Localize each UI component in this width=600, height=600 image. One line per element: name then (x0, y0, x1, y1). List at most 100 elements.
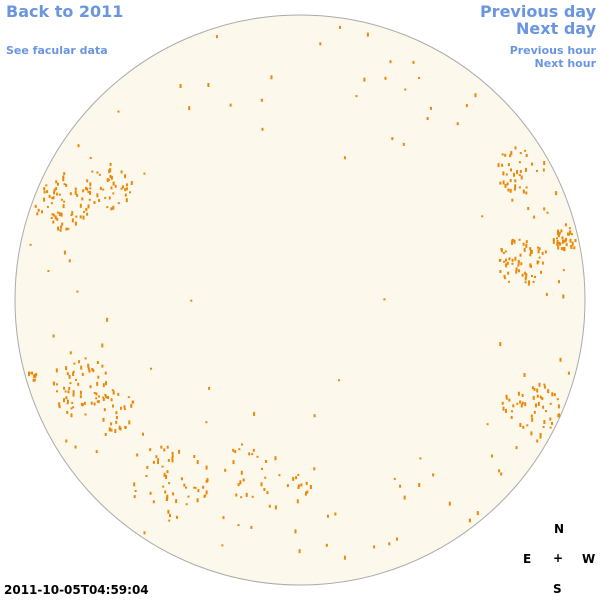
facula (62, 204, 65, 209)
facula (543, 385, 546, 389)
facula (274, 456, 277, 461)
facula (134, 490, 137, 492)
facula (565, 223, 567, 227)
facula (298, 484, 301, 488)
facula (531, 386, 534, 390)
facula (34, 204, 37, 208)
facula (106, 317, 109, 322)
facula (73, 362, 76, 365)
previous-hour-link[interactable]: Previous hour (509, 44, 596, 57)
facula (79, 390, 82, 395)
facula (68, 374, 71, 379)
facula (79, 203, 82, 208)
facula (500, 248, 503, 253)
facular-link[interactable]: See facular data (6, 44, 108, 57)
facula (298, 549, 301, 554)
previous-day-link[interactable]: Previous day (479, 2, 596, 21)
facula (63, 172, 66, 176)
facula (524, 149, 527, 152)
facula (98, 199, 101, 202)
facula (85, 188, 88, 190)
facula (542, 168, 545, 172)
facula (544, 250, 547, 254)
facula (63, 250, 66, 255)
facula (229, 103, 232, 107)
facula (513, 172, 515, 177)
facula (58, 193, 61, 196)
facula (34, 373, 37, 378)
facula (552, 239, 555, 244)
facula (502, 180, 505, 185)
facula (62, 177, 65, 182)
facula (67, 227, 70, 230)
facula (547, 389, 550, 394)
facula (101, 364, 104, 368)
facula (571, 241, 574, 246)
facula (96, 171, 99, 174)
facula (178, 449, 181, 454)
facula (560, 229, 563, 233)
facula (505, 258, 507, 262)
facula (96, 193, 99, 198)
facula (232, 448, 235, 452)
facula (112, 390, 115, 395)
facula (196, 498, 199, 503)
facula (145, 475, 148, 477)
facula (549, 426, 552, 429)
facula (432, 473, 435, 477)
facula (52, 381, 55, 386)
back-link[interactable]: Back to 2011 (6, 2, 124, 21)
facula (518, 161, 521, 164)
facula (76, 290, 79, 293)
facula (300, 483, 303, 487)
facula (88, 369, 91, 373)
facula (58, 212, 61, 217)
facula (541, 251, 544, 255)
facula (527, 207, 530, 210)
facula (261, 467, 263, 470)
next-hour-link[interactable]: Next hour (534, 57, 597, 70)
facula (549, 417, 552, 421)
facula (78, 360, 81, 364)
facula (52, 213, 55, 217)
facula (523, 373, 526, 377)
facula (533, 215, 536, 219)
facula (58, 402, 61, 407)
facula (266, 491, 269, 495)
facula (313, 414, 316, 418)
facula (96, 361, 99, 364)
facula (499, 181, 502, 185)
next-day-link[interactable]: Next day (516, 19, 596, 38)
facula (535, 403, 537, 408)
facula (101, 343, 104, 348)
facula (185, 503, 188, 506)
facula (205, 465, 208, 470)
facula (105, 395, 108, 399)
facula (81, 197, 84, 201)
facula (118, 425, 121, 430)
facula (456, 122, 459, 126)
facula (103, 408, 106, 412)
facula (82, 189, 85, 193)
facula (383, 298, 386, 301)
facula (536, 439, 539, 443)
facula (157, 458, 160, 461)
facula (343, 555, 346, 560)
facula (396, 537, 398, 541)
facula (71, 211, 74, 216)
facula (509, 188, 512, 193)
facula (501, 401, 504, 405)
facula (108, 427, 111, 432)
facula (559, 357, 562, 362)
facula (521, 393, 524, 397)
compass-n: N (554, 522, 565, 536)
facula (63, 200, 66, 203)
facula (517, 391, 520, 396)
facula (536, 394, 539, 398)
facula (124, 425, 127, 429)
facula (343, 156, 346, 160)
facula (172, 492, 175, 496)
facula (89, 182, 92, 187)
facula (71, 218, 74, 223)
